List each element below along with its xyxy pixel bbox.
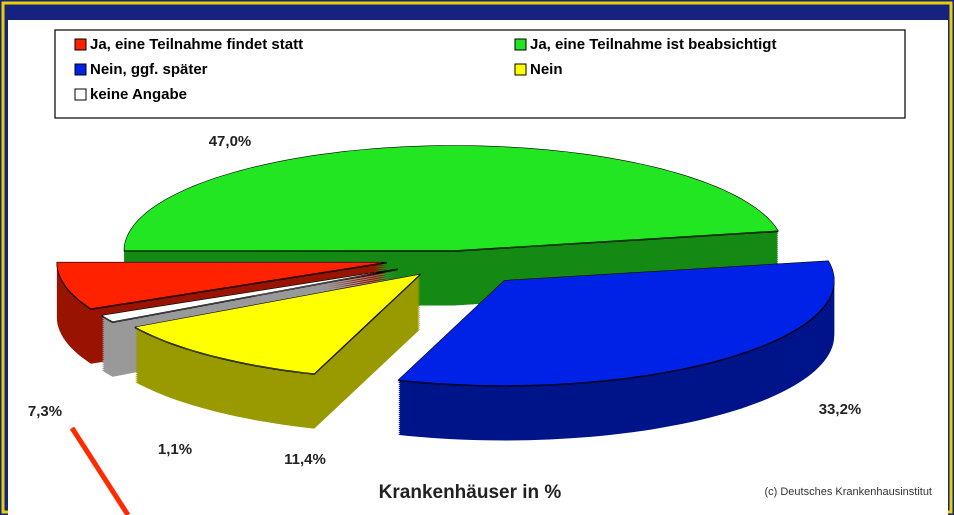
legend-swatch: [74, 38, 87, 51]
slice-side: [134, 274, 422, 375]
legend-label: Nein, ggf. später: [90, 61, 208, 78]
legend-swatch: [514, 38, 527, 51]
legend-swatch: [74, 88, 87, 101]
data-label: 11,4%: [284, 451, 326, 468]
data-label: 33,2%: [819, 401, 862, 418]
data-label: 7,3%: [28, 403, 62, 420]
legend-label: Nein: [530, 61, 563, 78]
annotation-arrow: [69, 426, 131, 515]
slice-side: [101, 275, 398, 329]
data-label: 47,0%: [209, 133, 252, 150]
slice-side: [101, 273, 398, 327]
slice: [397, 260, 835, 386]
slice-side: [397, 261, 835, 387]
slice-side: [101, 277, 398, 331]
data-label: 1,1%: [158, 441, 192, 458]
slice: [134, 273, 422, 429]
axis-label: Krankenhäuser in %: [379, 482, 562, 503]
legend-label: keine Angabe: [90, 86, 187, 103]
slice: [101, 268, 398, 323]
legend-swatch: [74, 63, 87, 76]
slice-side: [101, 269, 398, 324]
slice: [134, 273, 422, 374]
legend: [54, 29, 906, 119]
source: (c) Deutsches Krankenhausinstitut: [764, 486, 932, 498]
slice: [123, 145, 779, 251]
legend-swatch: [514, 63, 527, 76]
slice: [397, 260, 835, 441]
slice: [56, 261, 387, 310]
legend-label: Ja, eine Teilnahme findet statt: [90, 36, 303, 53]
slice-side: [101, 271, 398, 325]
legend-label: Ja, eine Teilnahme ist beabsichtigt: [530, 36, 776, 53]
